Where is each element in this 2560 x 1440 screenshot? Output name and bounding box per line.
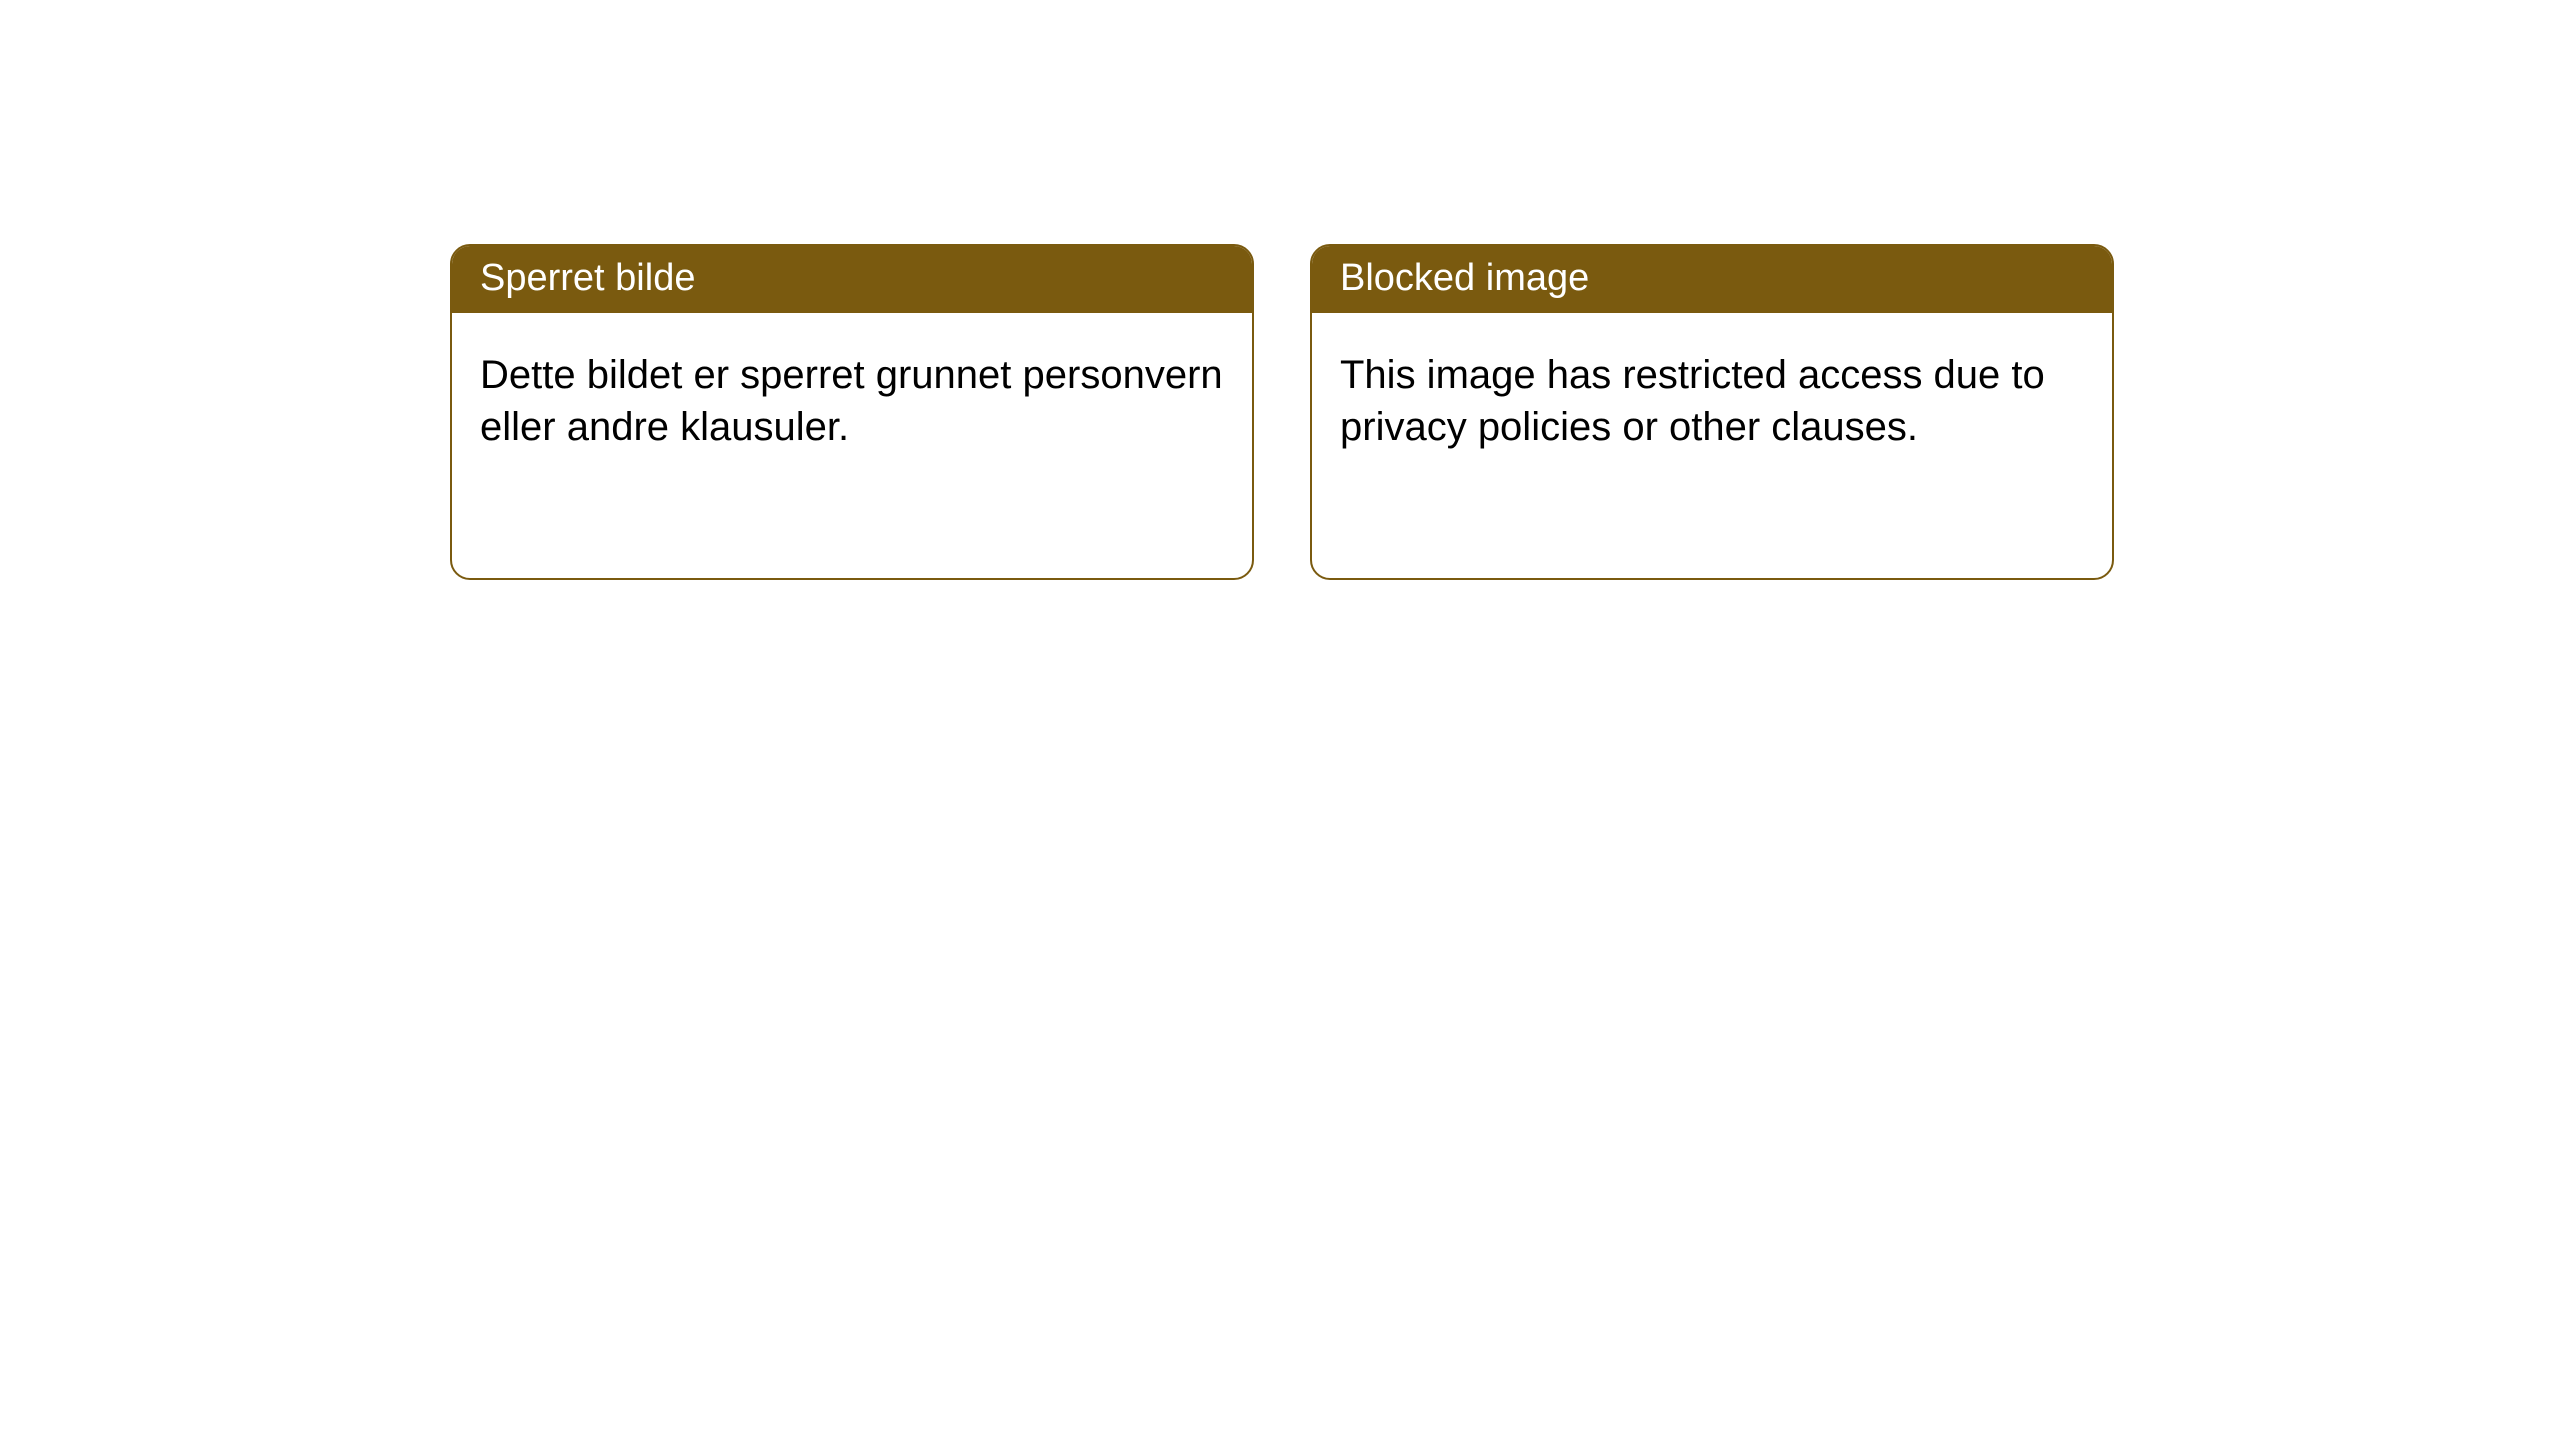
notice-card-english: Blocked image This image has restricted … (1310, 244, 2114, 580)
notice-body-english: This image has restricted access due to … (1312, 313, 2112, 489)
notice-title-norwegian: Sperret bilde (452, 246, 1252, 313)
notice-container: Sperret bilde Dette bildet er sperret gr… (0, 0, 2560, 580)
notice-body-norwegian: Dette bildet er sperret grunnet personve… (452, 313, 1252, 489)
notice-card-norwegian: Sperret bilde Dette bildet er sperret gr… (450, 244, 1254, 580)
notice-title-english: Blocked image (1312, 246, 2112, 313)
